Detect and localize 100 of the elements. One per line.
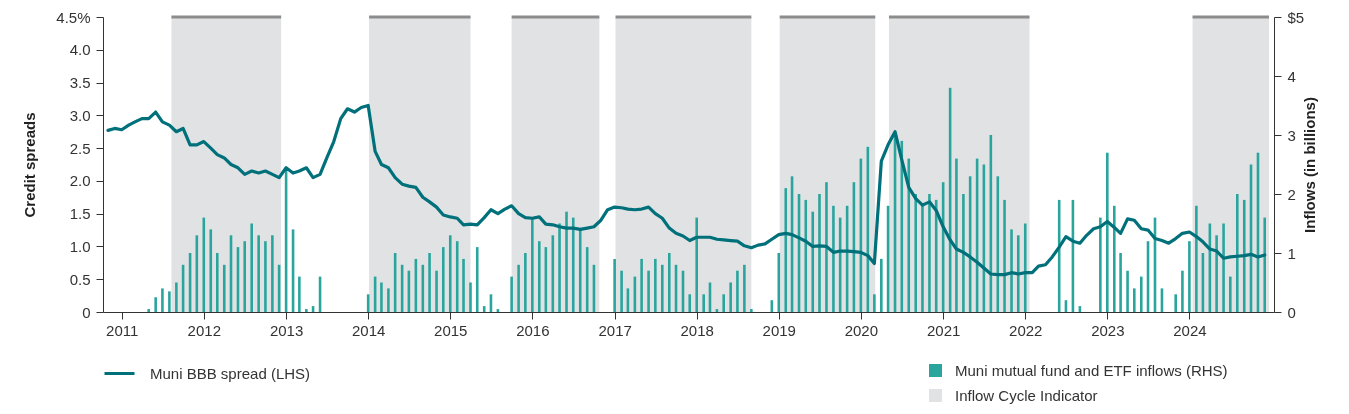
bar (1181, 270, 1184, 312)
bar (832, 205, 835, 312)
bar (804, 199, 808, 312)
y2-tick-label: 1 (1287, 244, 1296, 262)
bar (215, 253, 219, 312)
bar (743, 264, 746, 312)
x-tick-label: 2022 (1009, 321, 1043, 339)
bar (900, 140, 904, 312)
bar (209, 229, 213, 312)
y-tick-label: 3.5 (69, 74, 91, 92)
bar (928, 194, 931, 312)
x-tick-label: 2013 (269, 321, 304, 339)
x-tick-label: 2012 (187, 321, 221, 339)
bar (620, 270, 623, 312)
bar (462, 258, 465, 312)
bar (441, 247, 445, 312)
bar (702, 294, 705, 312)
bar (1174, 294, 1177, 312)
bar (510, 276, 513, 312)
bar (1099, 217, 1102, 312)
x-tick-label: 2020 (844, 321, 879, 339)
bar (565, 211, 568, 312)
legend-label: Muni mutual fund and ETF inflows (RHS) (955, 361, 1228, 379)
y-tick-label: 4.5% (56, 8, 91, 26)
bar (578, 229, 582, 312)
bar (880, 258, 883, 312)
y2-tick-label: 4 (1287, 67, 1296, 85)
bar (1133, 288, 1136, 312)
bar (257, 235, 260, 312)
bar (469, 282, 472, 312)
bar (202, 217, 206, 312)
bar (1139, 276, 1143, 312)
bar (750, 309, 753, 312)
bar (243, 241, 247, 312)
bar (1263, 217, 1267, 312)
bar (524, 253, 527, 312)
bar (571, 217, 575, 312)
x-tick-label: 2018 (680, 321, 714, 339)
bar (811, 211, 815, 312)
bar (161, 288, 164, 312)
bar (264, 241, 267, 312)
bar (907, 158, 911, 312)
bar (873, 294, 876, 312)
bar (250, 223, 253, 312)
bar (1106, 152, 1109, 312)
x-tick-label: 2019 (762, 321, 796, 339)
bar (380, 282, 383, 312)
bar (818, 194, 821, 312)
line-series (106, 103, 1267, 277)
bar (777, 253, 781, 312)
bar (1112, 205, 1116, 312)
bar (271, 235, 274, 312)
bar (962, 194, 965, 312)
bar (517, 264, 520, 312)
y2-tick-label: 2 (1287, 185, 1296, 203)
bar (475, 247, 479, 312)
y2-tick-label: 3 (1287, 126, 1296, 144)
bar (168, 291, 171, 312)
y2-tick-label: 0 (1287, 303, 1296, 321)
bar (551, 235, 555, 312)
bar (825, 182, 828, 312)
bar (1016, 235, 1020, 312)
x-tick-label: 2011 (106, 321, 139, 339)
x-tick-label: 2014 (351, 321, 386, 339)
y-tick-label: 0.5 (69, 270, 91, 288)
bar (613, 258, 616, 312)
bar (1195, 205, 1198, 312)
bar (538, 241, 541, 312)
bar (1215, 235, 1218, 312)
bar (435, 270, 438, 312)
bar (1229, 276, 1232, 312)
bar (1222, 223, 1225, 312)
bar (1188, 241, 1191, 312)
bar (647, 270, 650, 312)
bar (736, 270, 739, 312)
x-tick-label: 2017 (598, 321, 632, 339)
bar (729, 282, 732, 312)
bar (448, 235, 452, 312)
x-tick-label: 2024 (1173, 321, 1207, 339)
legend-label: Inflow Cycle Indicator (955, 386, 1098, 404)
bar (387, 288, 390, 312)
y-tick-label: 1.0 (69, 237, 91, 255)
bar (305, 309, 308, 312)
y-tick-label: 0 (82, 303, 91, 321)
bar (298, 276, 301, 312)
x-tick-label: 2015 (434, 321, 468, 339)
y-tick-label: 3.0 (69, 106, 91, 124)
bar (784, 188, 788, 312)
y2-axis-title: Inflows (in billions) (1301, 97, 1319, 233)
bar (482, 306, 486, 312)
bar (1119, 253, 1122, 312)
bar (558, 223, 561, 312)
bar (1126, 270, 1129, 312)
bar (154, 297, 157, 312)
x-tick-label: 2023 (1091, 321, 1125, 339)
x-tick-label: 2021 (926, 321, 961, 339)
bar (531, 217, 534, 312)
bar (955, 158, 958, 312)
bar (455, 241, 459, 312)
y-tick-label: 4.0 (69, 41, 91, 59)
